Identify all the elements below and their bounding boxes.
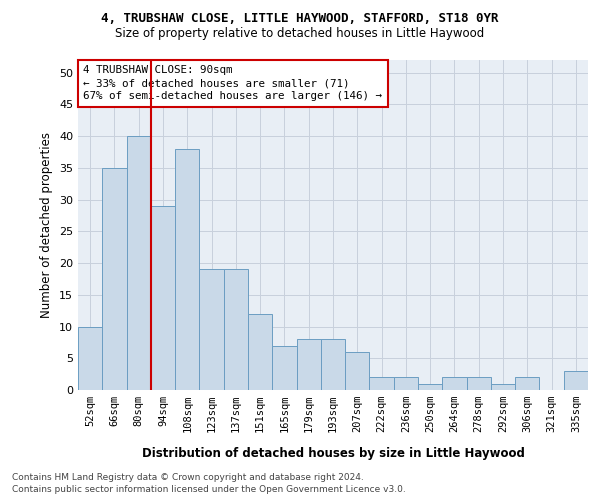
Bar (78, 326, 102, 390)
Bar (296, 339, 321, 390)
Text: 4 TRUBSHAW CLOSE: 90sqm
← 33% of detached houses are smaller (71)
67% of semi-de: 4 TRUBSHAW CLOSE: 90sqm ← 33% of detache… (83, 65, 382, 102)
Text: Contains HM Land Registry data © Crown copyright and database right 2024.: Contains HM Land Registry data © Crown c… (12, 472, 364, 482)
Text: Distribution of detached houses by size in Little Haywood: Distribution of detached houses by size … (142, 448, 524, 460)
Bar (442, 378, 467, 390)
Bar (418, 384, 442, 390)
Bar (491, 384, 515, 390)
Text: 4, TRUBSHAW CLOSE, LITTLE HAYWOOD, STAFFORD, ST18 0YR: 4, TRUBSHAW CLOSE, LITTLE HAYWOOD, STAFF… (101, 12, 499, 26)
Bar (224, 270, 248, 390)
Bar (515, 378, 539, 390)
Bar (151, 206, 175, 390)
Bar (370, 378, 394, 390)
Bar (467, 378, 491, 390)
Bar (175, 149, 199, 390)
Bar (272, 346, 296, 390)
Bar (127, 136, 151, 390)
Bar (102, 168, 127, 390)
Bar (248, 314, 272, 390)
Text: Contains public sector information licensed under the Open Government Licence v3: Contains public sector information licen… (12, 485, 406, 494)
Bar (564, 371, 588, 390)
Bar (345, 352, 370, 390)
Text: Size of property relative to detached houses in Little Haywood: Size of property relative to detached ho… (115, 28, 485, 40)
Bar (321, 339, 345, 390)
Bar (199, 270, 224, 390)
Y-axis label: Number of detached properties: Number of detached properties (40, 132, 53, 318)
Bar (394, 378, 418, 390)
